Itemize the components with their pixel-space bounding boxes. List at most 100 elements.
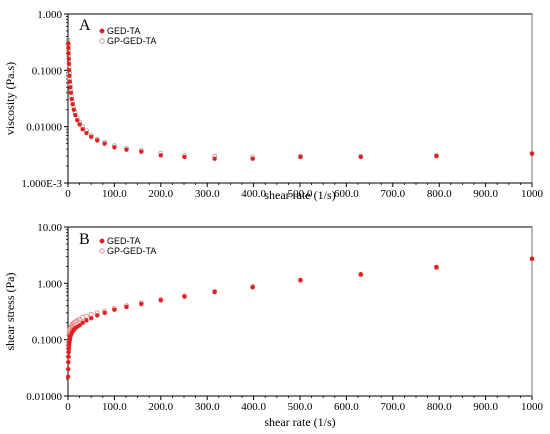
data-point — [139, 149, 144, 154]
legend-label: GP-GED-TA — [107, 36, 156, 46]
data-point — [102, 310, 107, 315]
x-tick-label: 300.0 — [195, 401, 220, 413]
x-tick-label: 1000 — [521, 188, 544, 200]
x-tick-label: 1000 — [521, 401, 544, 413]
legend-label: GED-TA — [107, 236, 140, 246]
data-point — [80, 127, 85, 132]
data-point — [74, 317, 80, 323]
data-point — [95, 138, 100, 143]
data-point — [158, 298, 164, 303]
data-point — [68, 85, 73, 90]
data-point — [182, 154, 187, 160]
panel-a-viscosity-chart: 0 100.0 200.0 300.0 400.0 500.0 600.0 700.0 800.… — [3, 9, 544, 202]
data-point — [358, 272, 363, 277]
data-point — [75, 118, 80, 123]
panel-label: B — [79, 231, 90, 248]
data-point — [66, 61, 72, 67]
panel-b-shear-stress-chart: 0 100.0 200.0 300.0 400.0 500.0 600.0 700.0 800.… — [3, 222, 544, 429]
data-point — [529, 256, 535, 261]
x-axis-title: shear rate (1/s) — [264, 188, 335, 202]
data-point — [66, 68, 72, 73]
data-point — [69, 96, 74, 102]
x-axis-title: shear rate (1/s) — [264, 415, 335, 429]
data-point — [71, 107, 77, 112]
x-tick-label: 600.0 — [334, 188, 359, 200]
data-point — [434, 264, 439, 270]
data-point — [124, 304, 129, 310]
x-tick-label: 200.0 — [148, 401, 173, 413]
y-tick-label: 0.1000 — [32, 65, 63, 77]
data-point — [67, 79, 73, 84]
x-tick-label: 200.0 — [148, 188, 173, 200]
data-point — [65, 374, 71, 379]
data-point — [112, 307, 117, 312]
data-point — [112, 145, 117, 150]
data-point — [68, 90, 74, 95]
data-point — [66, 349, 71, 355]
y-axis-title: shear stress (Pa) — [3, 273, 17, 351]
data-point — [66, 41, 71, 46]
data-point — [158, 153, 164, 158]
x-tick-label: 100.0 — [102, 188, 127, 200]
x-tick-label: 0 — [65, 401, 71, 413]
panel-label: A — [79, 17, 91, 34]
legend-marker — [99, 28, 105, 34]
data-point — [66, 366, 71, 372]
x-tick-label: 100.0 — [102, 401, 127, 413]
x-tick-label: 700.0 — [380, 401, 405, 413]
y-tick-label: 0.1000 — [32, 335, 63, 347]
data-point — [212, 156, 217, 161]
legend-label: GP-GED-TA — [107, 246, 156, 256]
data-point — [70, 102, 75, 107]
data-point — [66, 45, 71, 51]
x-tick-label: 500.0 — [288, 188, 313, 200]
data-point — [77, 122, 82, 127]
data-point — [73, 112, 78, 118]
x-tick-label: 900.0 — [473, 188, 498, 200]
x-tick-label: 800.0 — [427, 188, 452, 200]
x-tick-label: 300.0 — [195, 188, 220, 200]
data-point — [298, 277, 303, 283]
x-tick-label: 400.0 — [241, 188, 266, 200]
legend-marker — [99, 238, 105, 244]
x-tick-label: 800.0 — [427, 401, 452, 413]
data-point — [88, 312, 94, 317]
data-point — [250, 285, 255, 290]
data-point — [212, 289, 217, 295]
data-point — [84, 313, 89, 319]
data-point — [88, 316, 94, 321]
data-point — [77, 323, 82, 328]
y-tick-label: 0.01000 — [26, 122, 62, 134]
data-point — [95, 313, 100, 318]
data-point — [529, 151, 535, 156]
data-point — [434, 153, 439, 159]
data-point — [66, 51, 71, 56]
y-axis-title: viscosity (Pa.s) — [3, 62, 17, 135]
x-tick-label: 400.0 — [241, 401, 266, 413]
y-tick-label: 10.00 — [37, 222, 62, 234]
x-tick-label: 600.0 — [334, 401, 359, 413]
data-point — [182, 294, 187, 299]
y-tick-label: 1.000E-3 — [21, 178, 62, 190]
data-point — [66, 359, 71, 365]
data-point — [66, 354, 71, 359]
data-point — [139, 301, 144, 307]
data-point — [80, 320, 85, 325]
data-point — [358, 154, 363, 160]
data-point — [298, 154, 303, 160]
data-point — [84, 130, 89, 136]
y-tick-label: 1.000 — [37, 278, 62, 290]
data-point — [124, 147, 129, 152]
data-point — [70, 321, 76, 327]
legend-marker — [99, 38, 105, 44]
data-point — [84, 318, 89, 323]
x-tick-label: 0 — [65, 188, 71, 200]
data-point — [66, 56, 71, 62]
x-tick-label: 700.0 — [380, 188, 405, 200]
data-point — [88, 134, 94, 140]
y-tick-label: 0.01000 — [26, 391, 62, 403]
legend-marker — [99, 248, 105, 254]
x-tick-label: 900.0 — [473, 401, 498, 413]
data-point — [67, 73, 72, 78]
